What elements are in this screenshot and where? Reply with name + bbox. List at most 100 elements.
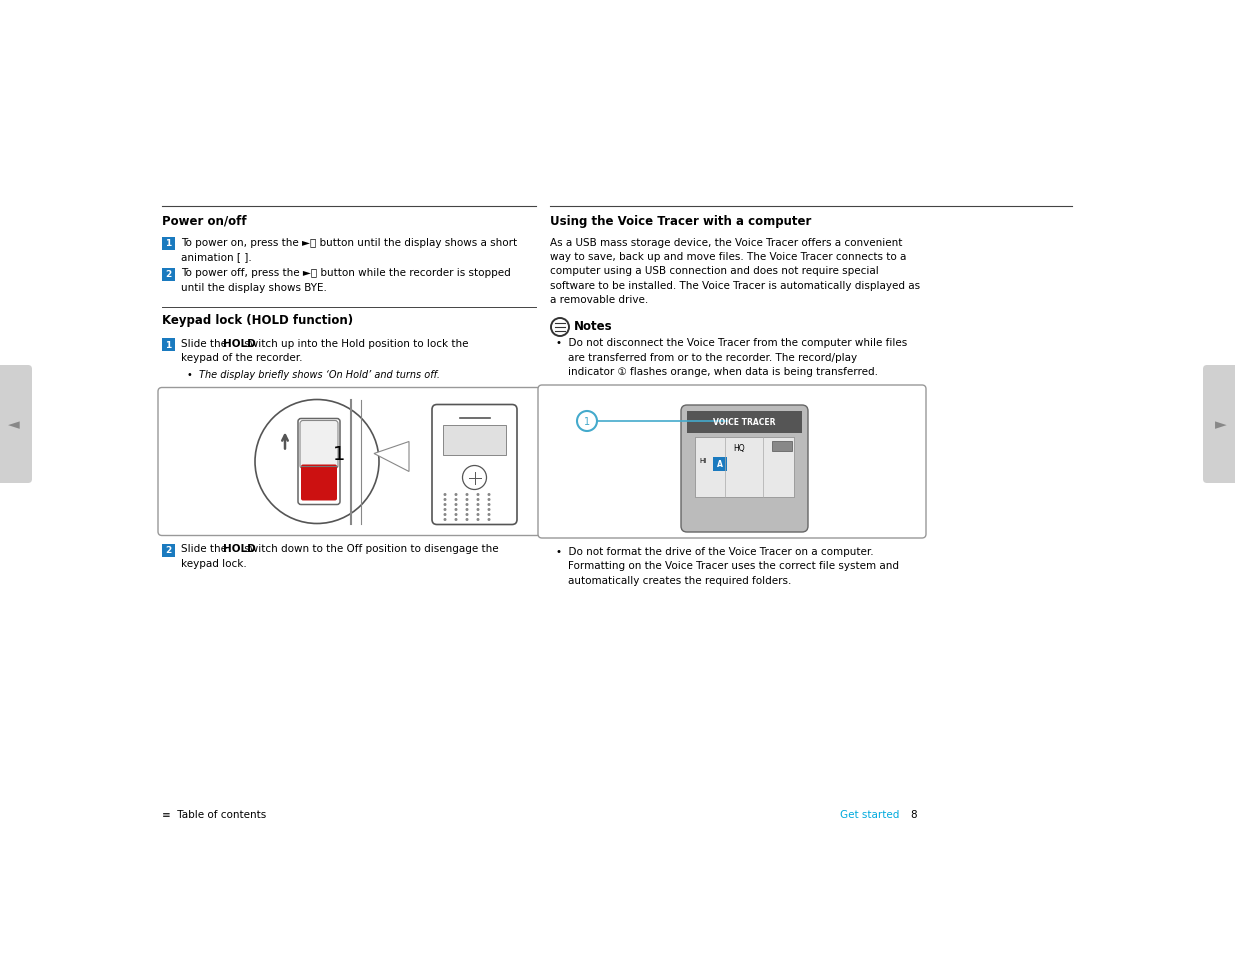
Text: To power off, press the ►⏻ button while the recorder is stopped: To power off, press the ►⏻ button while … [182, 268, 511, 278]
Text: To power on, press the ►⏻ button until the display shows a short: To power on, press the ►⏻ button until t… [182, 237, 517, 247]
Text: Keypad lock (HOLD function): Keypad lock (HOLD function) [162, 314, 353, 327]
Circle shape [488, 509, 490, 512]
Bar [162, 268, 175, 281]
Circle shape [443, 514, 447, 517]
Bar [742, 419, 747, 424]
Text: HQ: HQ [734, 443, 745, 453]
Circle shape [466, 503, 468, 506]
Bar [748, 418, 755, 425]
Text: way to save, back up and move files. The Voice Tracer connects to a: way to save, back up and move files. The… [550, 252, 906, 262]
Text: 1: 1 [584, 416, 590, 427]
FancyBboxPatch shape [298, 419, 340, 505]
Text: switch up into the Hold position to lock the: switch up into the Hold position to lock… [241, 338, 469, 349]
Bar [756, 417, 761, 425]
Text: 2: 2 [165, 271, 172, 279]
Circle shape [477, 498, 479, 501]
Text: keypad of the recorder.: keypad of the recorder. [182, 354, 303, 363]
Text: ≡  Table of contents: ≡ Table of contents [162, 809, 267, 820]
Circle shape [454, 514, 457, 517]
Circle shape [488, 503, 490, 506]
FancyBboxPatch shape [1203, 366, 1235, 483]
Circle shape [477, 518, 479, 521]
Text: HOLD: HOLD [222, 338, 256, 349]
Polygon shape [374, 442, 409, 472]
Circle shape [488, 494, 490, 497]
Circle shape [454, 518, 457, 521]
Text: As a USB mass storage device, the Voice Tracer offers a convenient: As a USB mass storage device, the Voice … [550, 237, 903, 247]
Text: A: A [718, 460, 722, 469]
Circle shape [477, 503, 479, 506]
Circle shape [454, 509, 457, 512]
Bar [769, 416, 776, 427]
Text: 1: 1 [165, 239, 172, 248]
Circle shape [443, 494, 447, 497]
Text: 8: 8 [910, 809, 916, 820]
FancyBboxPatch shape [443, 425, 506, 455]
Text: Formatting on the Voice Tracer uses the correct file system and: Formatting on the Voice Tracer uses the … [568, 561, 899, 571]
Text: animation [ ].: animation [ ]. [182, 252, 252, 262]
FancyBboxPatch shape [0, 366, 32, 483]
Text: computer using a USB connection and does not require special: computer using a USB connection and does… [550, 266, 879, 276]
FancyBboxPatch shape [538, 386, 926, 538]
Bar [687, 412, 802, 434]
Text: 1: 1 [332, 444, 346, 463]
Text: software to be installed. The Voice Tracer is automatically displayed as: software to be installed. The Voice Trac… [550, 281, 920, 291]
Text: Power on/off: Power on/off [162, 214, 247, 228]
Bar [162, 237, 175, 251]
Bar [713, 457, 727, 472]
Circle shape [477, 509, 479, 512]
Text: HI: HI [699, 457, 706, 463]
FancyBboxPatch shape [680, 406, 808, 533]
Text: ◄: ◄ [9, 417, 20, 432]
Text: •  Do not disconnect the Voice Tracer from the computer while files: • Do not disconnect the Voice Tracer fro… [556, 338, 908, 348]
Circle shape [454, 503, 457, 506]
Bar [695, 437, 794, 497]
Circle shape [466, 509, 468, 512]
Text: Slide the: Slide the [182, 338, 230, 349]
Circle shape [466, 498, 468, 501]
Text: •  The display briefly shows ‘On Hold’ and turns off.: • The display briefly shows ‘On Hold’ an… [186, 370, 440, 379]
Text: 1: 1 [165, 340, 172, 350]
Text: ►: ► [1215, 417, 1226, 432]
Circle shape [443, 498, 447, 501]
Circle shape [725, 417, 734, 426]
Circle shape [488, 518, 490, 521]
Text: automatically creates the required folders.: automatically creates the required folde… [568, 576, 792, 585]
Text: keypad lock.: keypad lock. [182, 558, 247, 568]
Text: •  Do not format the drive of the Voice Tracer on a computer.: • Do not format the drive of the Voice T… [556, 546, 873, 557]
Text: Notes: Notes [574, 319, 613, 333]
Circle shape [466, 494, 468, 497]
Text: are transferred from or to the recorder. The record/play: are transferred from or to the recorder.… [568, 353, 857, 363]
Bar [772, 441, 792, 452]
Circle shape [454, 498, 457, 501]
Circle shape [454, 494, 457, 497]
Text: Using the Voice Tracer with a computer: Using the Voice Tracer with a computer [550, 214, 811, 228]
FancyBboxPatch shape [432, 405, 517, 525]
FancyBboxPatch shape [300, 421, 338, 469]
Text: Slide the: Slide the [182, 544, 230, 554]
Text: a removable drive.: a removable drive. [550, 295, 648, 305]
Circle shape [477, 494, 479, 497]
Circle shape [443, 509, 447, 512]
Bar [735, 419, 740, 423]
Bar [162, 338, 175, 352]
Text: VOICE TRACER: VOICE TRACER [714, 418, 776, 427]
Text: switch down to the Off position to disengage the: switch down to the Off position to disen… [241, 544, 499, 554]
FancyBboxPatch shape [301, 465, 337, 501]
Circle shape [551, 318, 569, 336]
Bar [162, 544, 175, 557]
Text: indicator ① flashes orange, when data is being transferred.: indicator ① flashes orange, when data is… [568, 367, 878, 377]
Circle shape [488, 514, 490, 517]
Bar [763, 417, 768, 426]
Text: 2: 2 [165, 546, 172, 555]
Circle shape [488, 498, 490, 501]
Circle shape [466, 518, 468, 521]
Circle shape [443, 518, 447, 521]
FancyBboxPatch shape [158, 388, 541, 536]
Circle shape [477, 514, 479, 517]
Circle shape [466, 514, 468, 517]
Text: until the display shows BYE.: until the display shows BYE. [182, 283, 327, 293]
Text: Get started: Get started [840, 809, 899, 820]
Text: HOLD: HOLD [222, 544, 256, 554]
Circle shape [443, 503, 447, 506]
